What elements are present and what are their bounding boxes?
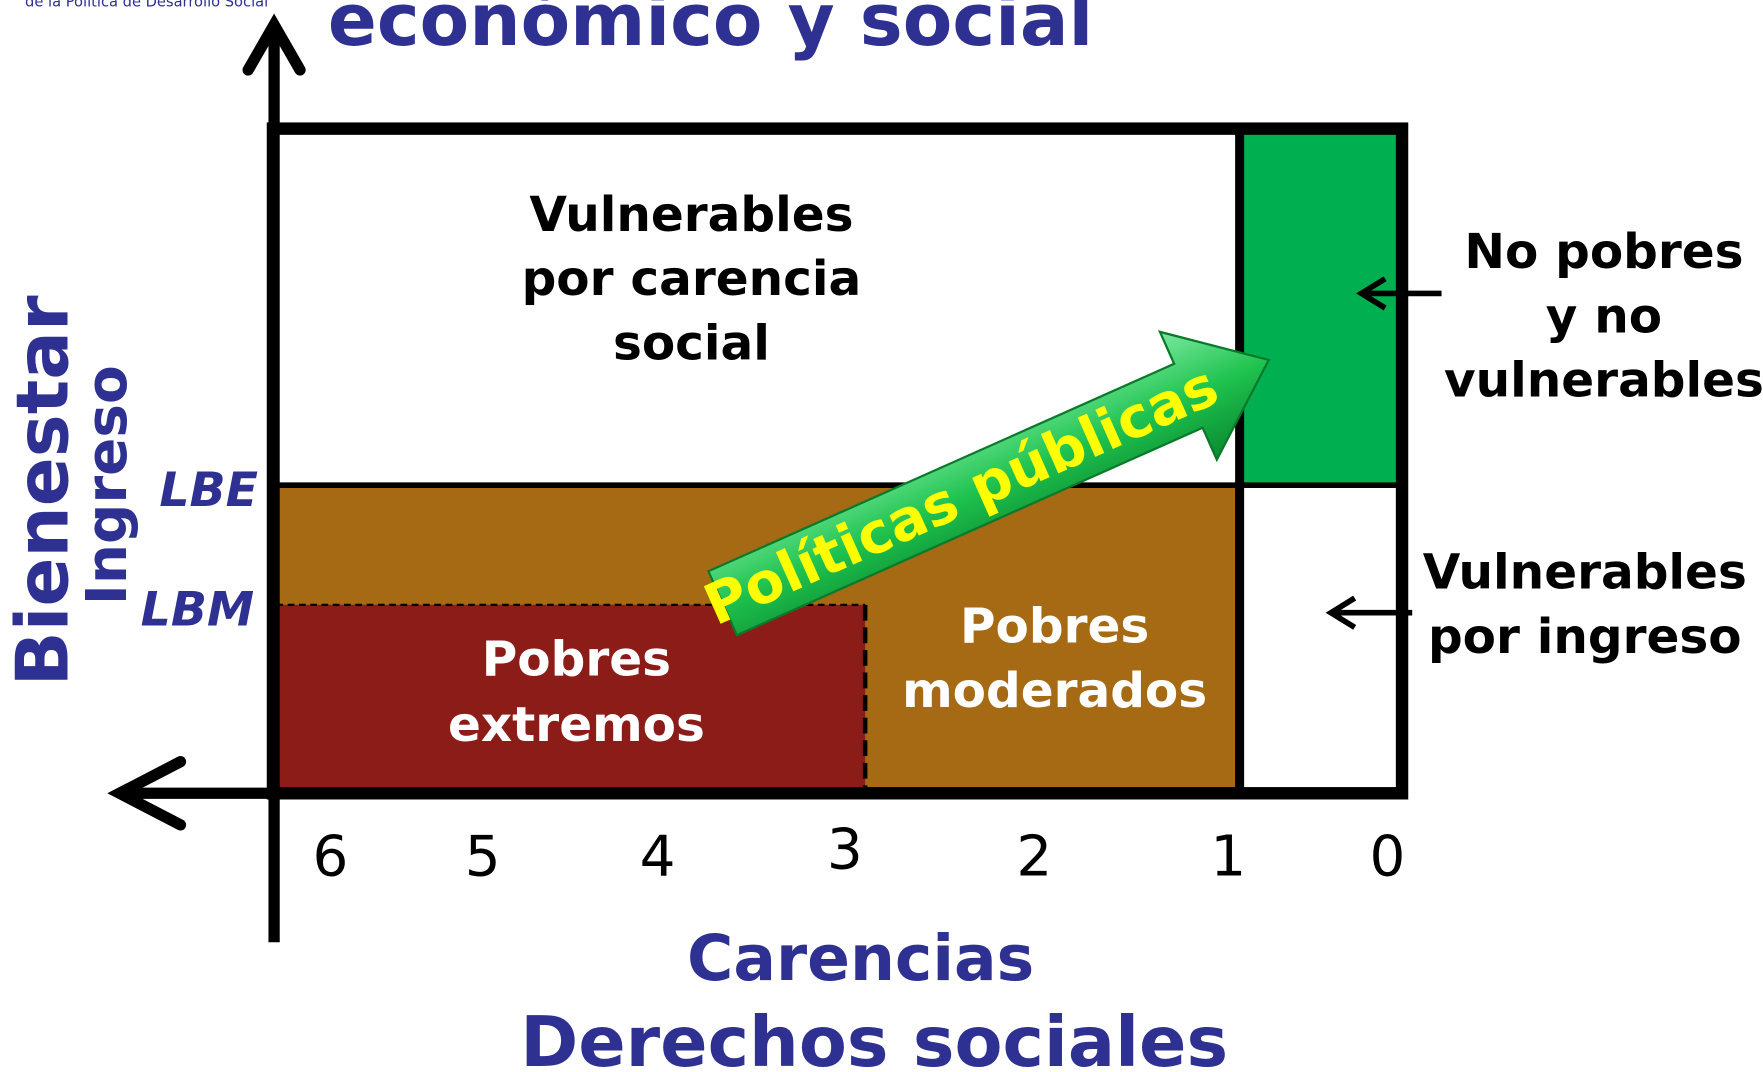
region-label: extremos [448, 697, 705, 753]
region-label: Vulnerables [1423, 544, 1747, 600]
x-tick-label: 1 [1210, 824, 1246, 889]
title: económico y social [328, 0, 1093, 63]
green-region [1239, 132, 1400, 483]
x-label: Derechos sociales [520, 1002, 1228, 1072]
lbe-label: LBE [159, 463, 258, 518]
arrowhead [242, 13, 306, 76]
x-tick-label: 6 [313, 824, 349, 889]
region-label: vulnerables [1444, 353, 1763, 409]
x-tick-label: 3 [827, 818, 863, 883]
y-label: Bienestar [1, 295, 85, 686]
org-text: de la Política de Desarrollo Social [25, 0, 268, 10]
region-label: Pobres [482, 631, 671, 687]
x-label: Carencias [687, 921, 1034, 995]
arrow-shape [706, 330, 1271, 637]
region-label: por carencia [522, 251, 862, 307]
x-tick-label: 0 [1369, 824, 1405, 889]
y-label: Ingreso [75, 365, 140, 605]
region-label: No pobres [1464, 224, 1743, 280]
pointer-head [1356, 276, 1387, 311]
region-label: Vulnerables [529, 187, 853, 243]
extreme-region [276, 604, 866, 792]
arrowhead [107, 756, 187, 831]
lbm-label: LBM [141, 583, 254, 638]
region-label: por ingreso [1428, 609, 1742, 665]
x-tick-label: 4 [640, 824, 676, 889]
x-tick-label: 5 [465, 824, 501, 889]
x-tick-label: 2 [1016, 824, 1052, 889]
region-label: social [613, 315, 770, 371]
region-label: Pobres [960, 599, 1149, 655]
pointer-head [1325, 595, 1357, 630]
region-label: y no [1546, 288, 1662, 344]
region-label: moderados [902, 663, 1207, 719]
